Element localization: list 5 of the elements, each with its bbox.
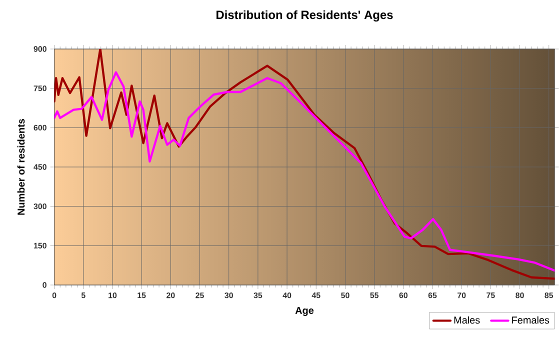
x-axis-title: Age (295, 307, 314, 316)
y-axis-title: Number of residents (17, 118, 25, 215)
chart-title: Distribution of Residents' Ages (216, 10, 393, 22)
legend-label: Males (454, 316, 480, 324)
legend-label: Females (512, 316, 550, 324)
